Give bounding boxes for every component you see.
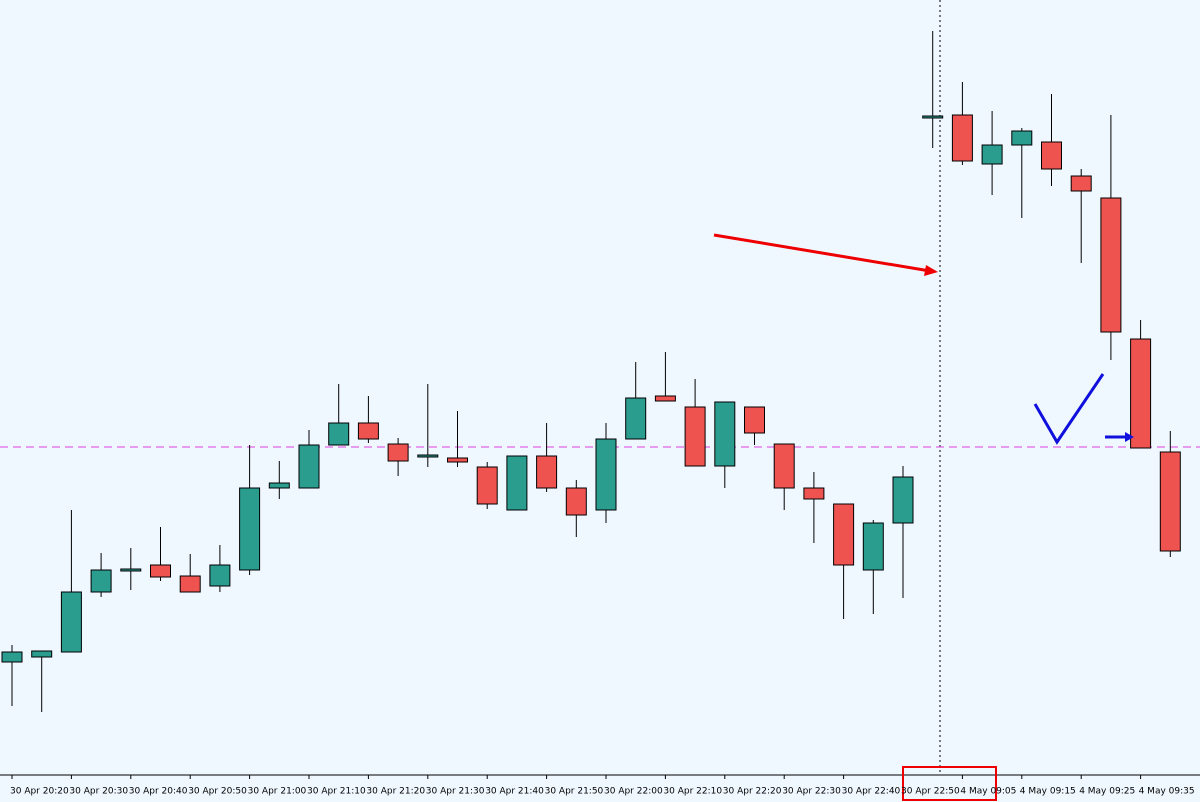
candle-body xyxy=(892,476,914,524)
candle-body xyxy=(476,466,498,505)
candle-body xyxy=(714,401,736,467)
x-tick-label: 30 Apr 22:50 xyxy=(901,787,960,797)
candle-body xyxy=(1130,338,1152,449)
x-tick-label: 30 Apr 21:30 xyxy=(426,787,485,797)
candle-body xyxy=(357,422,379,440)
x-tick-label: 30 Apr 22:00 xyxy=(604,787,663,797)
candle-body xyxy=(862,522,884,571)
candle-body xyxy=(773,443,795,489)
check-mark xyxy=(1033,373,1105,445)
candle-body xyxy=(298,444,320,489)
candle-body xyxy=(565,487,587,516)
highlight-box xyxy=(902,766,997,801)
candle-body xyxy=(536,455,558,489)
candle-body xyxy=(1041,141,1062,170)
x-tick-label: 4 May 09:05 xyxy=(960,787,1016,797)
candle-body xyxy=(268,482,290,489)
candle-body xyxy=(1159,451,1181,552)
candle-body xyxy=(417,454,439,458)
red-arrow xyxy=(713,233,931,273)
candle-body xyxy=(1011,130,1033,146)
candle-body xyxy=(744,406,765,434)
plot xyxy=(0,31,1200,779)
x-tick-label: 30 Apr 22:10 xyxy=(663,787,722,797)
candle-body xyxy=(595,438,617,511)
x-tick-label: 30 Apr 20:20 xyxy=(10,787,69,797)
candle-body xyxy=(90,569,112,593)
candle-body xyxy=(1,651,23,663)
candle-body xyxy=(60,591,82,653)
candle-body xyxy=(387,443,409,462)
candle-body xyxy=(209,564,231,587)
candle-body xyxy=(506,455,528,511)
candle-body xyxy=(654,395,676,402)
x-tick-label: 30 Apr 22:30 xyxy=(782,787,841,797)
x-tick-label: 4 May 09:15 xyxy=(1020,787,1076,797)
blue-arrowhead xyxy=(1125,432,1134,442)
x-tick-label: 30 Apr 21:00 xyxy=(248,787,307,797)
candle-body xyxy=(328,422,350,446)
x-tick-label: 30 Apr 21:10 xyxy=(307,787,366,797)
candle-body xyxy=(447,457,468,463)
candle-body xyxy=(179,575,201,593)
x-tick-label: 30 Apr 20:50 xyxy=(188,787,247,797)
red-arrowhead xyxy=(924,265,938,276)
x-tick-label: 30 Apr 22:40 xyxy=(842,787,901,797)
candle-body xyxy=(922,115,944,119)
candle-body xyxy=(803,487,825,500)
candle-body xyxy=(1070,175,1092,192)
candle-body xyxy=(31,650,53,658)
x-tick-label: 4 May 09:25 xyxy=(1079,787,1135,797)
candle-body xyxy=(1100,197,1122,333)
x-tick-label: 4 May 09:35 xyxy=(1139,787,1195,797)
candle-body xyxy=(833,503,855,566)
candle-body xyxy=(625,397,647,440)
x-tick-label: 30 Apr 20:40 xyxy=(129,787,188,797)
x-tick-label: 30 Apr 20:30 xyxy=(69,787,128,797)
x-tick-label: 30 Apr 22:20 xyxy=(723,787,782,797)
x-tick-label: 30 Apr 21:20 xyxy=(366,787,425,797)
candle-body xyxy=(951,114,973,162)
candle-body xyxy=(981,144,1003,165)
candle-body xyxy=(150,564,171,578)
x-tick-label: 30 Apr 21:50 xyxy=(545,787,604,797)
candle-body xyxy=(239,487,261,571)
candle-body xyxy=(684,406,706,467)
x-tick-label: 30 Apr 21:40 xyxy=(485,787,544,797)
candle-body xyxy=(120,568,142,572)
